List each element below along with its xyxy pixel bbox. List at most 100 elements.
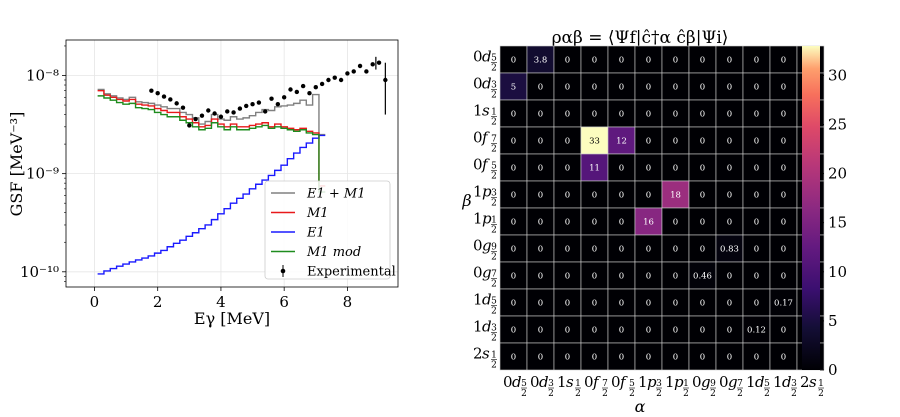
heatmap-cell-value: 0: [619, 191, 624, 201]
heatmap-cell: [553, 261, 582, 290]
orbital-j-numerator: 5: [764, 379, 770, 389]
legend-label: M1: [306, 206, 329, 221]
experimental-point: [244, 103, 249, 109]
orbital-label: 0 g 92: [692, 373, 716, 399]
heatmap-cell-value: 0: [565, 137, 570, 147]
heatmap-cell-value: 0: [565, 272, 570, 282]
heatmap-cell: [769, 342, 798, 371]
orbital-n: 0: [611, 373, 621, 391]
colorbar-ticks: 0 5 10 15 20 25 30: [820, 66, 847, 379]
heatmap-cell-value: 0: [538, 137, 543, 147]
heatmap-cell: [769, 288, 798, 317]
experimental-point: [357, 63, 363, 69]
heatmap-cell-value: 0: [754, 353, 759, 363]
colorbar-tick-label: 30: [828, 66, 847, 84]
experimental-point: [345, 71, 350, 76]
heatmap-cell: [688, 99, 717, 128]
orbital-label: 0 f 72: [473, 129, 497, 155]
heatmap-cell-value: 0: [781, 245, 786, 255]
legend-label: E1: [306, 226, 325, 241]
heatmap-cell: [580, 153, 609, 182]
orbital-j-numerator: 9: [491, 243, 497, 253]
heatmap-cell-value: 0: [538, 218, 543, 228]
heatmap-cell: [526, 153, 555, 182]
orbital-l: s: [482, 102, 490, 120]
experimental-point: [263, 109, 268, 114]
experimental-point: [187, 123, 192, 128]
heatmap-cell-value: 0: [511, 326, 516, 336]
heatmap-cell: [499, 180, 528, 209]
heatmap-cell: [742, 288, 771, 317]
orbital-j-denominator: 2: [491, 361, 497, 371]
heatmap-cell-value: 0: [538, 245, 543, 255]
orbital-j-denominator: 2: [737, 389, 743, 399]
heatmap-cell: [769, 126, 798, 155]
x-tick-label: 0: [90, 293, 100, 311]
orbital-l: g: [482, 237, 492, 255]
heatmap-cell-value: 33: [589, 137, 600, 147]
orbital-n: 1: [638, 373, 648, 391]
heatmap-cell-value: 0: [646, 326, 651, 336]
heatmap-cell-value: 0: [565, 353, 570, 363]
heatmap-cell: [553, 234, 582, 263]
heatmap-cell-value: 0: [754, 218, 759, 228]
gsf-legend: E1 + M1 M1 E1 M1 mod Experimental: [264, 180, 396, 280]
orbital-n: 1: [473, 291, 483, 309]
colorbar-tick-label: 5: [828, 312, 838, 330]
orbital-j-denominator: 2: [491, 280, 497, 290]
heatmap-cell-value: 0: [754, 272, 759, 282]
heatmap-cell-value: 0.12: [747, 326, 766, 336]
heatmap-cell-value: 0: [754, 245, 759, 255]
orbital-n: 1: [746, 373, 756, 391]
legend-label: E1 + M1: [306, 187, 366, 202]
heatmap-cell-value: 0.46: [693, 272, 712, 282]
heatmap-cell-value: 0: [700, 191, 705, 201]
heatmap-cell: [634, 261, 663, 290]
y-tick-label: 10⁻¹⁰: [20, 263, 59, 281]
heatmap-cell-value: 0: [673, 299, 678, 309]
orbital-j-numerator: 7: [737, 379, 743, 389]
heatmap-cell-value: 0: [646, 353, 651, 363]
x-tick-label: 4: [216, 293, 226, 311]
orbital-l: p: [674, 373, 684, 391]
heatmap-cell-value: 0: [646, 245, 651, 255]
heatmap-cell: [553, 99, 582, 128]
orbital-j-denominator: 2: [629, 389, 635, 399]
orbital-j-numerator: 5: [491, 162, 497, 172]
colorbar-tick-label: 10: [828, 263, 847, 281]
heatmap-cell-value: 0: [754, 110, 759, 120]
heatmap-cell: [499, 315, 528, 344]
colorbar: [802, 46, 820, 370]
colorbar-tick-label: 25: [828, 116, 847, 134]
gsf-series: [97, 56, 388, 275]
orbital-l: d: [539, 373, 549, 391]
heatmap-cell: [661, 315, 690, 344]
orbital-l: f: [619, 373, 628, 391]
heatmap-cell-value: 0: [565, 191, 570, 201]
heatmap-cell-value: 0: [754, 56, 759, 66]
orbital-label: 0 g 72: [473, 264, 497, 290]
experimental-point: [269, 96, 274, 101]
heatmap-cell: [769, 234, 798, 263]
orbital-n: 2: [473, 345, 483, 363]
orbital-n: 1: [773, 373, 783, 391]
heatmap-cell: [499, 234, 528, 263]
heatmap-cell: [688, 288, 717, 317]
heatmap-cell: [607, 288, 636, 317]
x-tick-label: 8: [343, 293, 353, 311]
heatmap-xlabel: α: [635, 397, 646, 416]
heatmap-cell-value: 0: [727, 272, 732, 282]
experimental-point: [231, 110, 236, 115]
heatmap-cell-value: 0: [700, 56, 705, 66]
heatmap-cell-value: 0: [673, 110, 678, 120]
orbital-j-denominator: 2: [818, 389, 824, 399]
heatmap-cell-value: 0: [781, 218, 786, 228]
heatmap-cell-value: 0: [700, 83, 705, 93]
orbital-n: 0: [473, 129, 483, 147]
heatmap-cell-value: 0: [754, 191, 759, 201]
orbital-l: f: [481, 129, 490, 147]
orbital-j-denominator: 2: [656, 389, 662, 399]
heatmap-cell-value: 0.17: [774, 299, 793, 309]
heatmap-cell: [688, 207, 717, 236]
heatmap-cell: [634, 180, 663, 209]
